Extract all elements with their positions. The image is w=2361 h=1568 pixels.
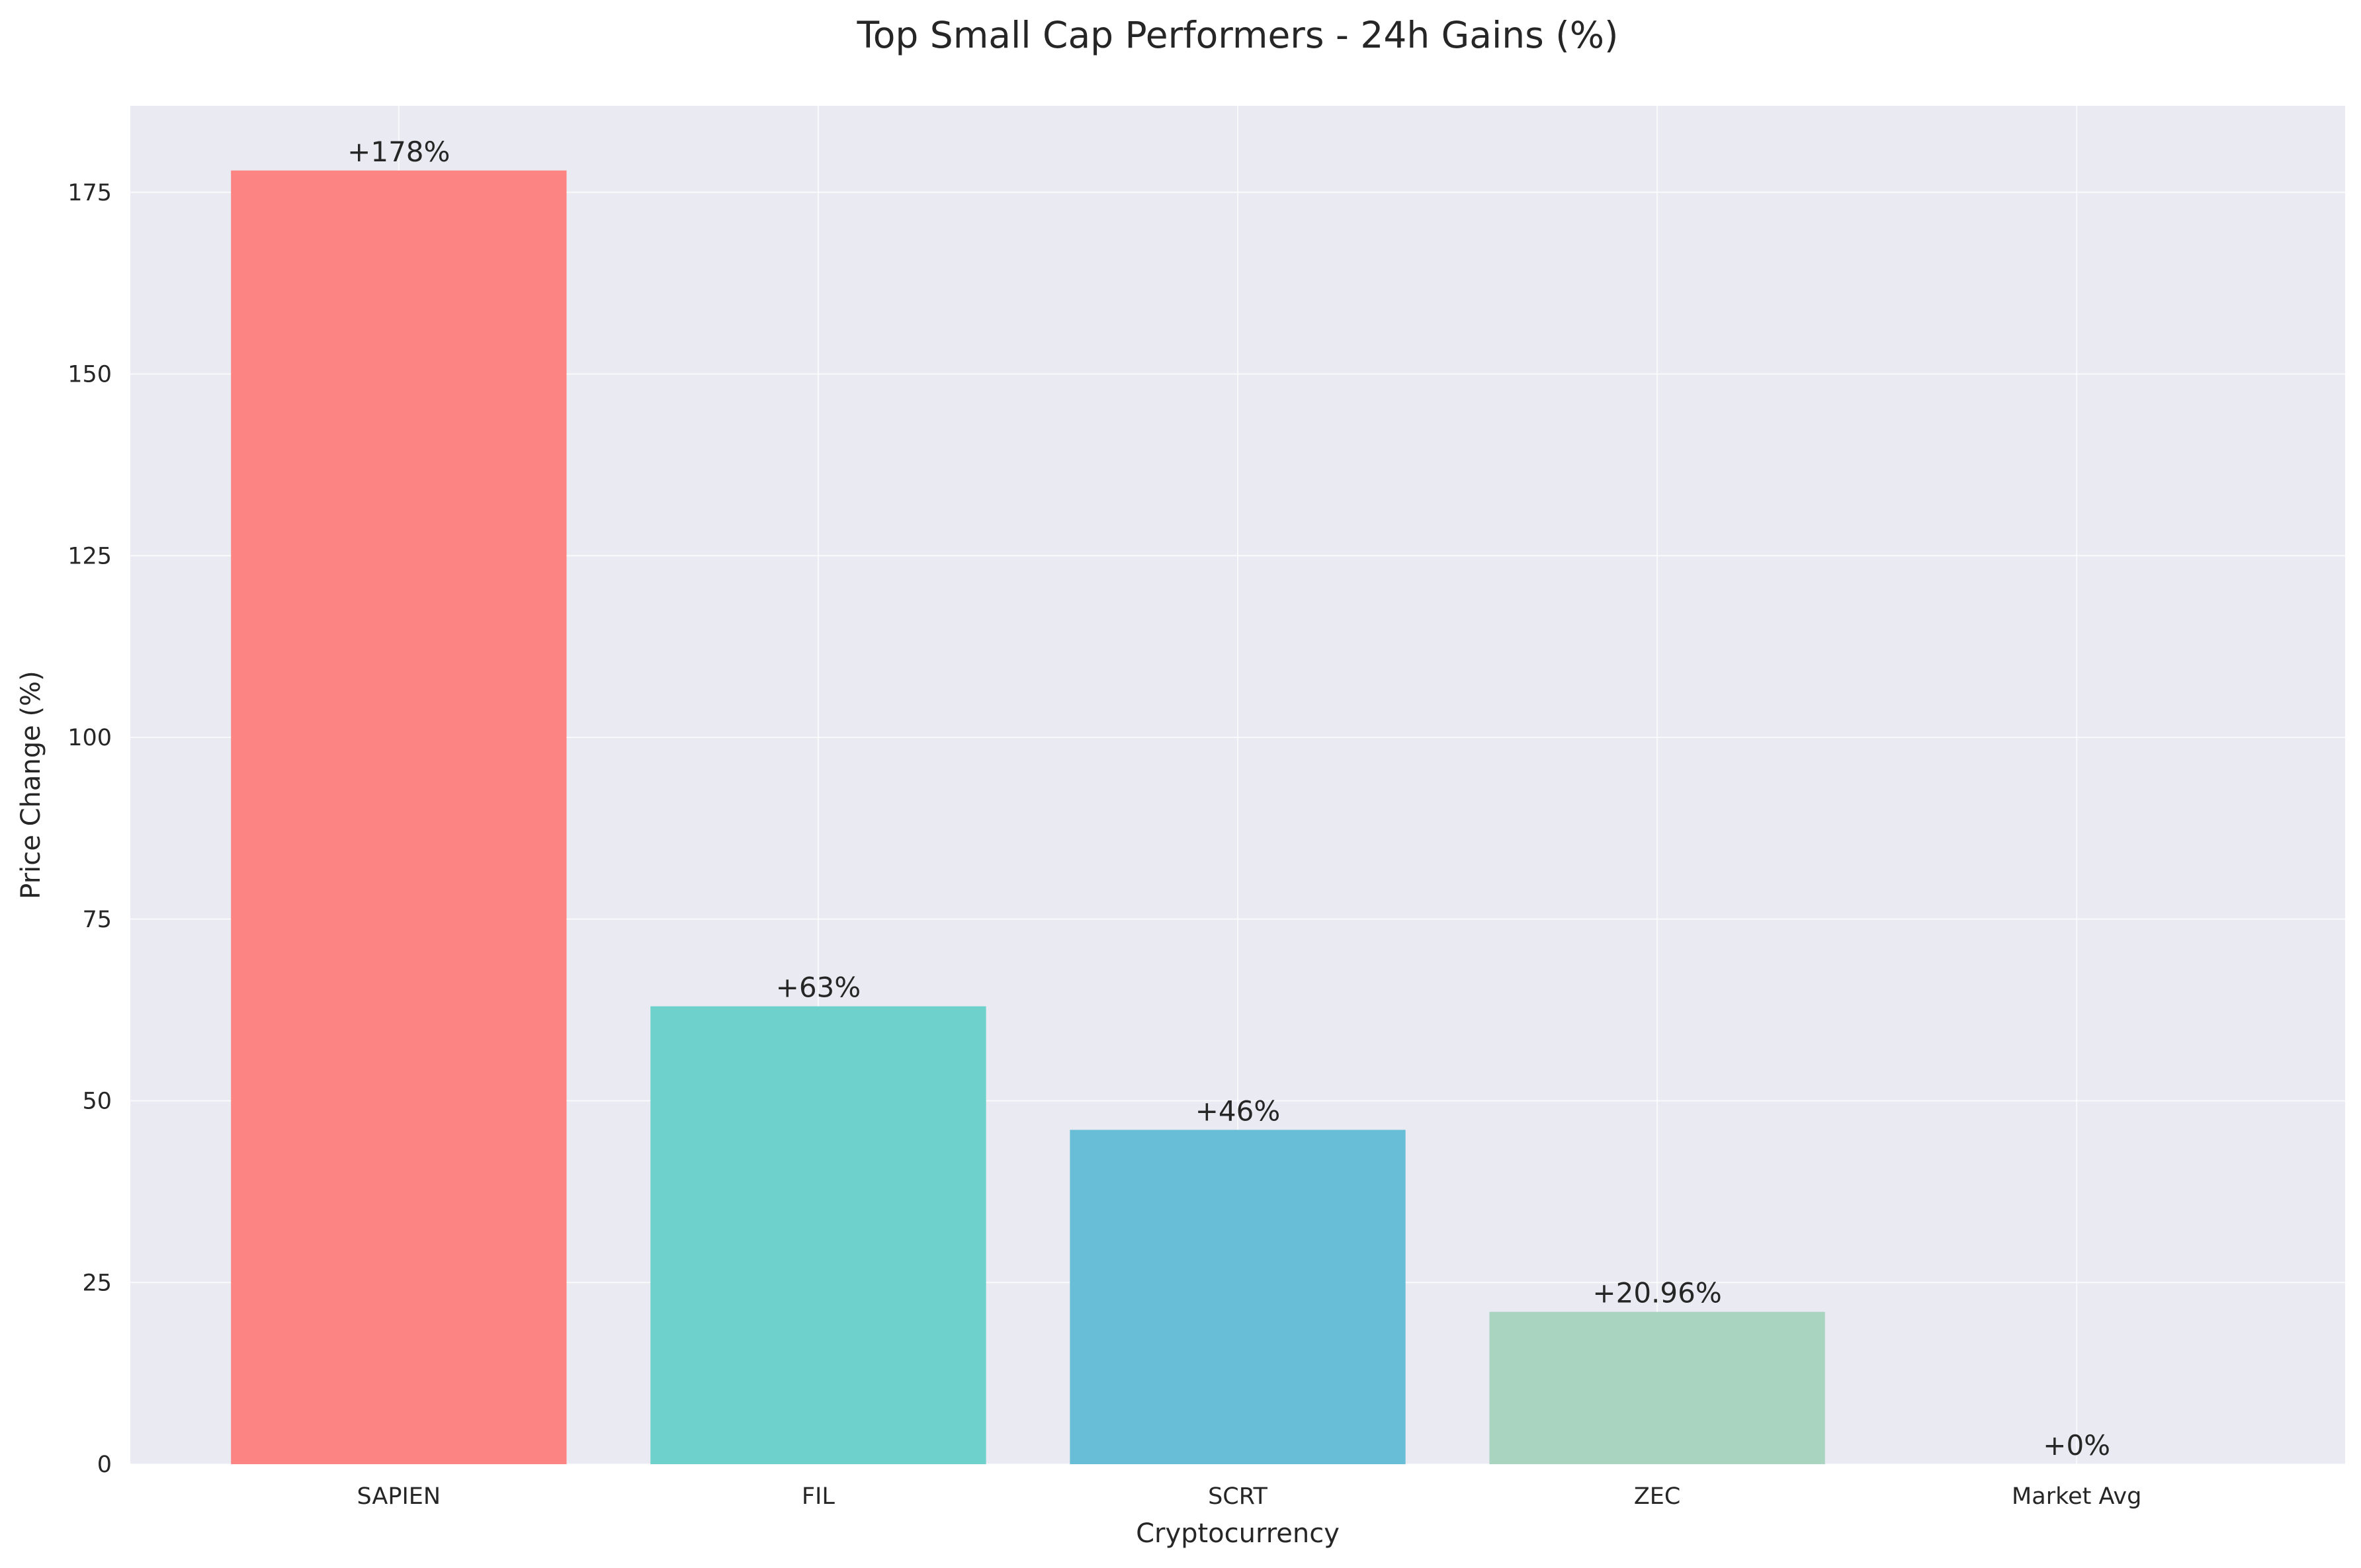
bar	[231, 170, 567, 1464]
chart-title: Top Small Cap Performers - 24h Gains (%)	[857, 14, 1619, 56]
bar	[650, 1006, 986, 1464]
y-tick-label: 125	[67, 543, 112, 569]
data-labels: +178% +63% +46% +20.96% +0%	[347, 136, 2110, 1462]
y-tick-label: 75	[82, 907, 112, 933]
bar-value-label: +20.96%	[1592, 1277, 1721, 1309]
x-tick-label: Market Avg	[2012, 1483, 2141, 1510]
bars	[231, 170, 1825, 1464]
x-tick-label: ZEC	[1634, 1483, 1681, 1510]
y-tick-label: 0	[97, 1452, 112, 1478]
y-axis-label: Price Change (%)	[16, 671, 46, 899]
y-tick-label: 100	[67, 725, 112, 751]
bar-value-label: +63%	[776, 971, 861, 1004]
x-tick-label: FIL	[802, 1483, 835, 1510]
x-tick-label: SAPIEN	[357, 1483, 441, 1510]
x-tick-label: SCRT	[1208, 1483, 1267, 1510]
bar	[1489, 1311, 1825, 1464]
y-tick-label: 50	[82, 1089, 112, 1115]
x-axis-ticks: SAPIEN FIL SCRT ZEC Market Avg	[357, 1483, 2142, 1510]
y-tick-label: 175	[67, 180, 112, 206]
bar-value-label: +0%	[2043, 1429, 2110, 1462]
y-tick-label: 25	[82, 1270, 112, 1296]
bar-value-label: +178%	[347, 136, 450, 168]
y-tick-label: 150	[67, 362, 112, 388]
bar-value-label: +46%	[1195, 1094, 1281, 1127]
x-axis-label: Cryptocurrency	[1136, 1518, 1340, 1549]
bar	[1070, 1130, 1406, 1464]
y-axis-ticks: 0 25 50 75 100 125 150 175	[67, 180, 112, 1478]
